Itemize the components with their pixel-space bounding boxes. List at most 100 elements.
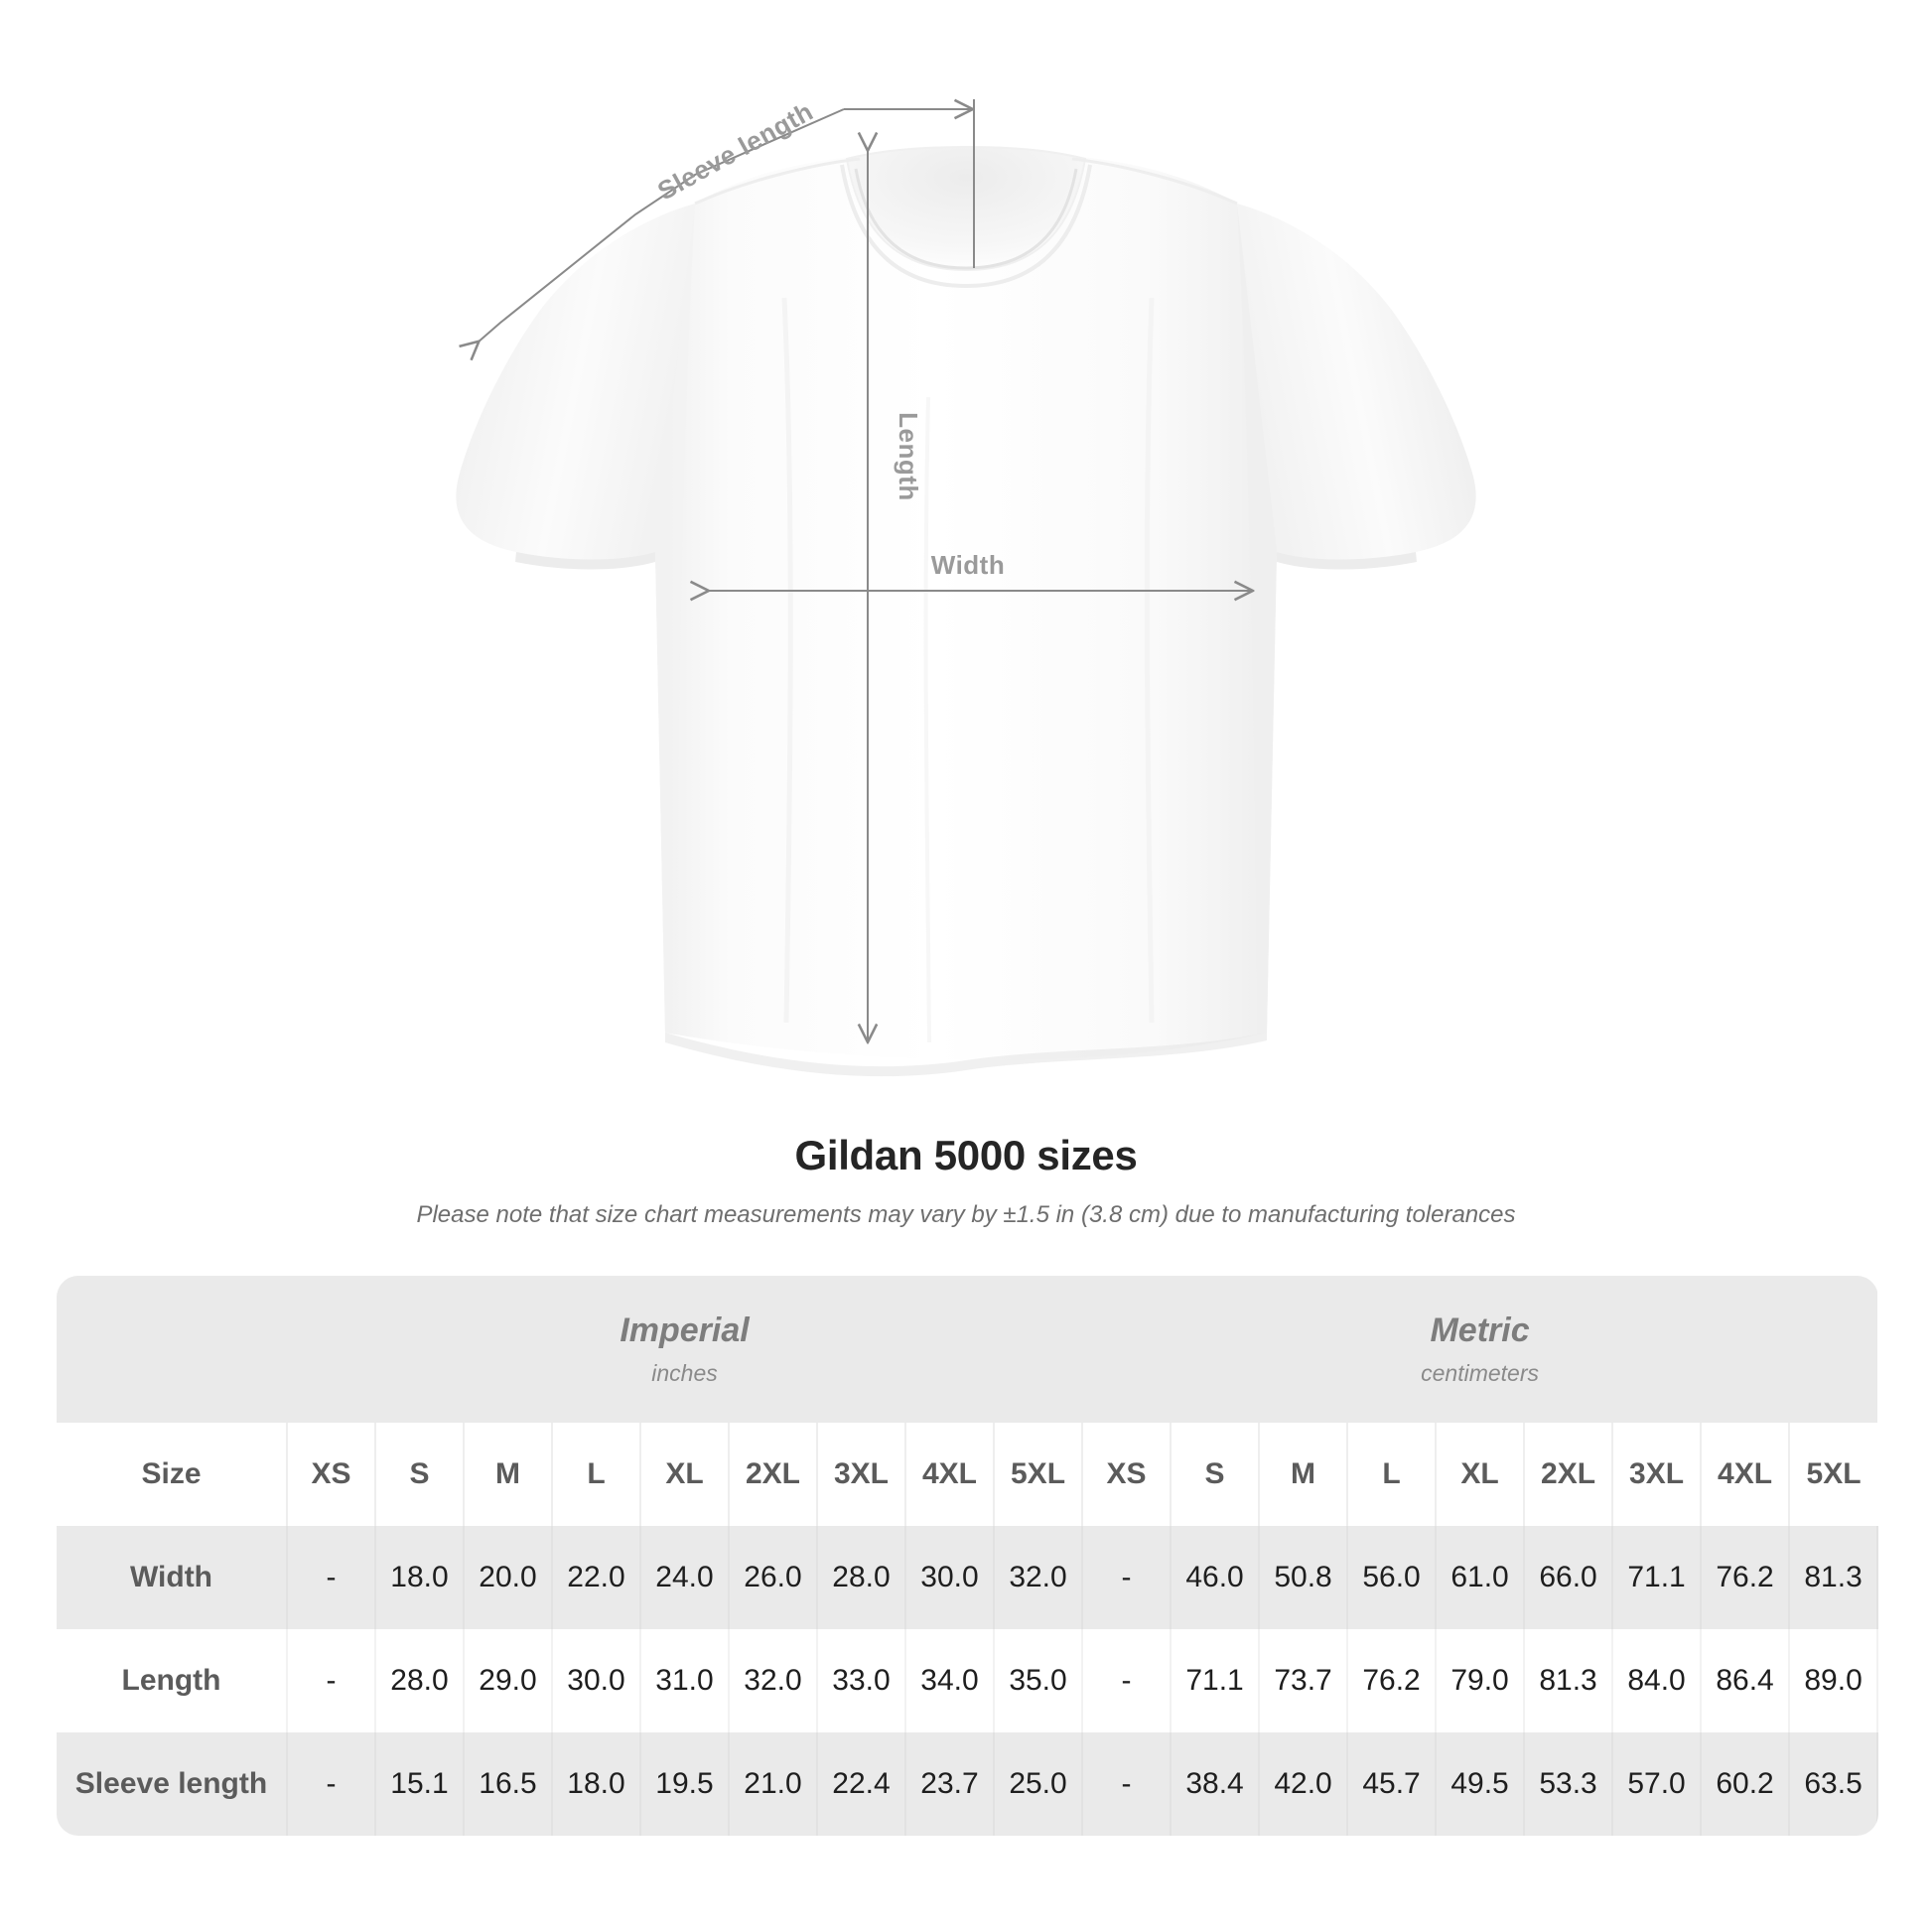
- cell-width-imperial-m: 20.0: [464, 1526, 553, 1629]
- cell-length-metric-l: 76.2: [1347, 1629, 1438, 1732]
- table-row-sleeve-length: Sleeve length - 15.1 16.5 18.0 19.5 21.0…: [57, 1732, 1879, 1836]
- dimension-lines: [478, 99, 1251, 1040]
- size-header-imperial-m: M: [464, 1423, 553, 1526]
- cell-sleeve-imperial-xs: -: [287, 1732, 376, 1836]
- cell-width-imperial-4xl: 30.0: [905, 1526, 995, 1629]
- size-header-metric-2xl: 2XL: [1524, 1423, 1614, 1526]
- cell-width-imperial-2xl: 26.0: [729, 1526, 818, 1629]
- cell-width-imperial-xl: 24.0: [640, 1526, 730, 1629]
- size-header-metric-l: L: [1347, 1423, 1438, 1526]
- cell-sleeve-metric-xs: -: [1081, 1732, 1173, 1836]
- cell-width-metric-4xl: 76.2: [1701, 1526, 1791, 1629]
- chart-title: Gildan 5000 sizes: [794, 1132, 1138, 1178]
- table-row-width: Width - 18.0 20.0 22.0 24.0 26.0 28.0 30…: [57, 1526, 1879, 1629]
- size-header-imperial-xl: XL: [640, 1423, 730, 1526]
- cell-length-imperial-3xl: 33.0: [817, 1629, 906, 1732]
- size-header-metric-4xl: 4XL: [1701, 1423, 1791, 1526]
- table-row-length: Length - 28.0 29.0 30.0 31.0 32.0 33.0 3…: [57, 1629, 1879, 1732]
- cell-sleeve-metric-s: 38.4: [1171, 1732, 1261, 1836]
- cell-sleeve-imperial-3xl: 22.4: [817, 1732, 906, 1836]
- size-header-imperial-3xl: 3XL: [817, 1423, 906, 1526]
- cell-length-metric-5xl: 89.0: [1789, 1629, 1879, 1732]
- cell-length-imperial-l: 30.0: [552, 1629, 641, 1732]
- cell-length-imperial-xs: -: [287, 1629, 376, 1732]
- cell-width-metric-s: 46.0: [1171, 1526, 1261, 1629]
- cell-width-metric-l: 56.0: [1347, 1526, 1438, 1629]
- cell-length-imperial-xl: 31.0: [640, 1629, 730, 1732]
- cell-sleeve-metric-m: 42.0: [1259, 1732, 1349, 1836]
- cell-width-imperial-3xl: 28.0: [817, 1526, 906, 1629]
- size-header-metric-5xl: 5XL: [1789, 1423, 1878, 1526]
- cell-length-imperial-5xl: 35.0: [994, 1629, 1084, 1732]
- unit-sub-imperial: inches: [651, 1359, 718, 1386]
- cell-sleeve-imperial-xl: 19.5: [640, 1732, 730, 1836]
- unit-banner-metric: Metric centimeters: [1082, 1276, 1878, 1423]
- cell-length-metric-m: 73.7: [1259, 1629, 1349, 1732]
- cell-width-imperial-s: 18.0: [375, 1526, 465, 1629]
- size-header-metric-xs: XS: [1081, 1423, 1173, 1526]
- cell-width-metric-5xl: 81.3: [1789, 1526, 1879, 1629]
- chart-subtitle: Please note that size chart measurements…: [416, 1201, 1516, 1228]
- unit-banner-imperial: Imperial inches: [287, 1276, 1083, 1423]
- cell-length-metric-4xl: 86.4: [1701, 1629, 1791, 1732]
- cell-sleeve-metric-2xl: 53.3: [1524, 1732, 1614, 1836]
- cell-sleeve-metric-xl: 49.5: [1436, 1732, 1526, 1836]
- tshirt-diagram: Sleeve length Length Width: [456, 96, 1476, 1077]
- cell-width-metric-m: 50.8: [1259, 1526, 1349, 1629]
- cell-sleeve-imperial-4xl: 23.7: [905, 1732, 995, 1836]
- unit-banner-row: Imperial inches Metric centimeters: [57, 1276, 1878, 1423]
- size-header-label: Size: [57, 1423, 288, 1526]
- cell-sleeve-metric-5xl: 63.5: [1789, 1732, 1879, 1836]
- size-header-metric-m: M: [1259, 1423, 1349, 1526]
- size-header-imperial-s: S: [375, 1423, 465, 1526]
- chart-heading: Gildan 5000 sizes Please note that size …: [0, 1132, 1932, 1229]
- width-label: Width: [931, 550, 1005, 580]
- unit-banner-spacer: [57, 1276, 287, 1423]
- tshirt-artwork: [456, 145, 1476, 1077]
- cell-length-imperial-s: 28.0: [375, 1629, 465, 1732]
- row-label-length: Length: [57, 1629, 288, 1732]
- cell-sleeve-imperial-s: 15.1: [375, 1732, 465, 1836]
- size-header-imperial-l: L: [552, 1423, 641, 1526]
- cell-length-metric-2xl: 81.3: [1524, 1629, 1614, 1732]
- cell-length-imperial-m: 29.0: [464, 1629, 553, 1732]
- cell-length-metric-xl: 79.0: [1436, 1629, 1526, 1732]
- cell-width-metric-xs: -: [1081, 1526, 1173, 1629]
- size-table-container: Imperial inches Metric centimeters Size …: [57, 1276, 1879, 1836]
- cell-sleeve-metric-4xl: 60.2: [1701, 1732, 1791, 1836]
- size-header-imperial-4xl: 4XL: [905, 1423, 995, 1526]
- size-table: Imperial inches Metric centimeters Size …: [57, 1276, 1879, 1836]
- cell-width-metric-xl: 61.0: [1436, 1526, 1526, 1629]
- cell-sleeve-imperial-2xl: 21.0: [729, 1732, 818, 1836]
- cell-length-imperial-2xl: 32.0: [729, 1629, 818, 1732]
- row-label-sleeve-length: Sleeve length: [57, 1732, 288, 1836]
- cell-width-metric-3xl: 71.1: [1612, 1526, 1703, 1629]
- cell-sleeve-metric-3xl: 57.0: [1612, 1732, 1703, 1836]
- size-header-imperial-2xl: 2XL: [729, 1423, 818, 1526]
- row-label-width: Width: [57, 1526, 288, 1629]
- size-header-row: Size XS S M L XL 2XL 3XL 4XL 5XL XS S M …: [57, 1423, 1878, 1526]
- cell-length-imperial-4xl: 34.0: [905, 1629, 995, 1732]
- cell-width-metric-2xl: 66.0: [1524, 1526, 1614, 1629]
- cell-length-metric-xs: -: [1081, 1629, 1173, 1732]
- cell-sleeve-metric-l: 45.7: [1347, 1732, 1438, 1836]
- cell-sleeve-imperial-5xl: 25.0: [994, 1732, 1084, 1836]
- size-header-imperial-xs: XS: [287, 1423, 376, 1526]
- length-label: Length: [894, 412, 923, 501]
- size-header-imperial-5xl: 5XL: [994, 1423, 1084, 1526]
- size-header-metric-s: S: [1171, 1423, 1261, 1526]
- size-header-metric-xl: XL: [1436, 1423, 1526, 1526]
- cell-length-metric-3xl: 84.0: [1612, 1629, 1703, 1732]
- cell-width-imperial-l: 22.0: [552, 1526, 641, 1629]
- cell-sleeve-imperial-l: 18.0: [552, 1732, 641, 1836]
- cell-sleeve-imperial-m: 16.5: [464, 1732, 553, 1836]
- sleeve-dimension-line: [478, 108, 845, 343]
- unit-name-metric: Metric: [1430, 1311, 1530, 1350]
- cell-width-imperial-xs: -: [287, 1526, 376, 1629]
- cell-length-metric-s: 71.1: [1171, 1629, 1261, 1732]
- unit-name-imperial: Imperial: [620, 1311, 750, 1350]
- cell-width-imperial-5xl: 32.0: [994, 1526, 1084, 1629]
- size-header-metric-3xl: 3XL: [1612, 1423, 1703, 1526]
- unit-sub-metric: centimeters: [1421, 1359, 1539, 1386]
